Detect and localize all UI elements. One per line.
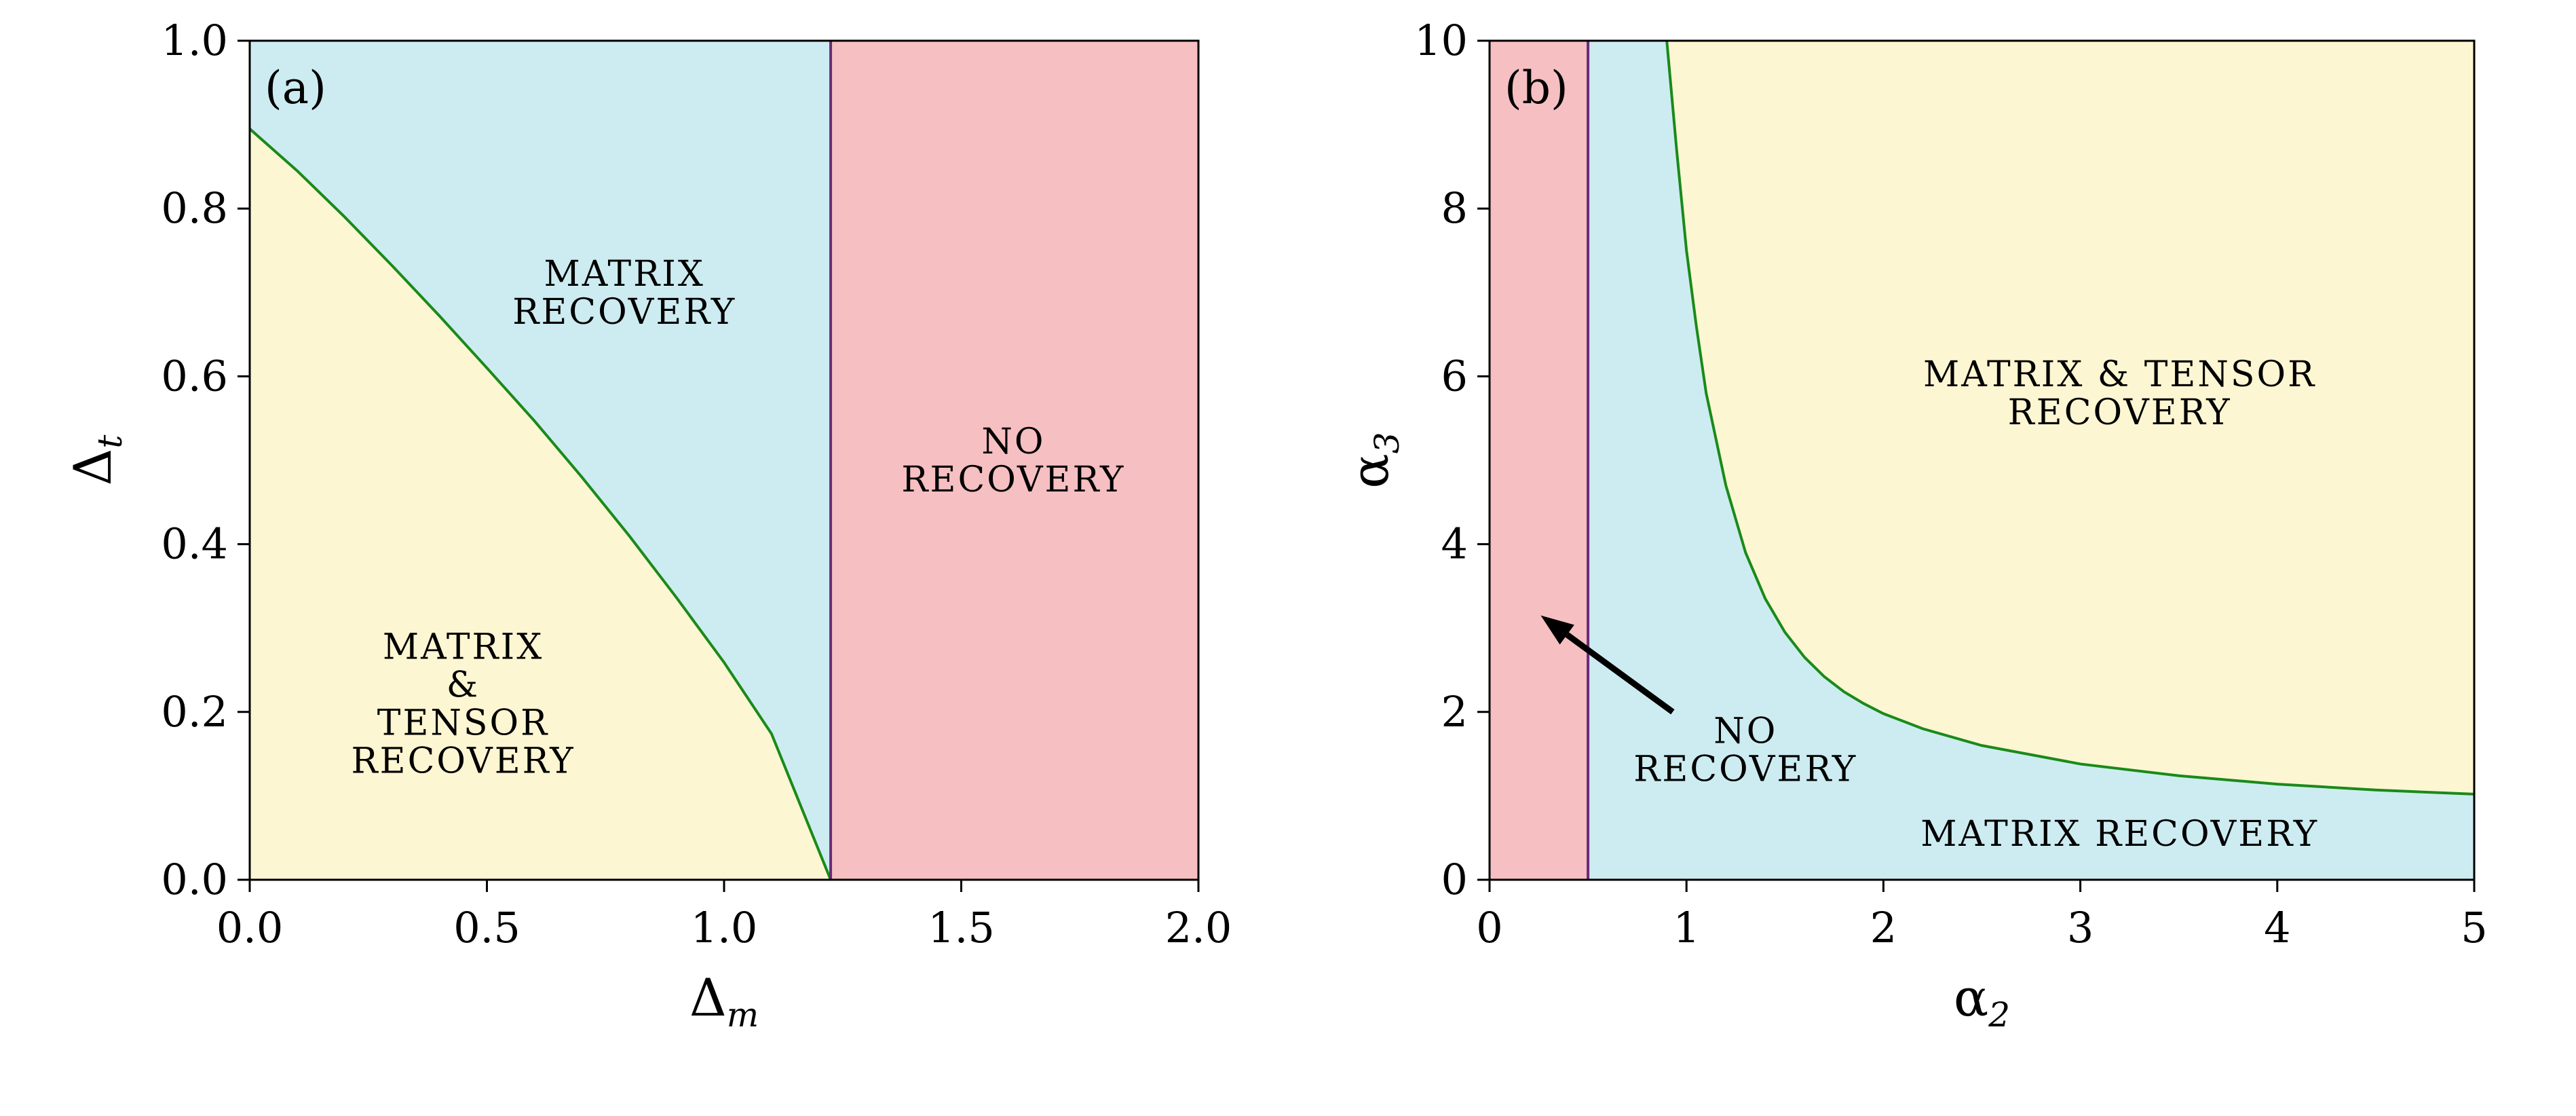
y-tick-label: 10	[1414, 16, 1468, 65]
region-label-pink: NO	[981, 422, 1045, 462]
region-label-pink: RECOVERY	[1633, 749, 1857, 789]
x-tick-label: 5	[2461, 903, 2487, 952]
x-tick-label: 1.0	[691, 903, 758, 952]
region-label-yellow: MATRIX & TENSOR	[1923, 354, 2316, 395]
panel-a: 0.0 0.5 1.0 1.5 2.0 0.0 0.2 0.4 0.6 0.8 1.0 Δm Δt (a)…	[62, 16, 1232, 1035]
axes-frame	[1488, 39, 2476, 881]
y-tick-label: 0.4	[161, 519, 228, 569]
region-label-blue: MATRIX RECOVERY	[1920, 814, 2319, 855]
region-label-yellow: TENSOR	[377, 703, 550, 743]
boundary-curve	[250, 128, 832, 880]
plot-area	[1490, 41, 2474, 880]
x-tick-label: 0.5	[453, 903, 520, 952]
region-label-yellow: RECOVERY	[2008, 392, 2232, 433]
region-pink	[1490, 41, 1589, 880]
y-tick-label: 8	[1441, 183, 1468, 233]
panel-label: (b)	[1504, 62, 1568, 114]
x-tick-label: 3	[2067, 903, 2094, 952]
region-label-pink: RECOVERY	[901, 460, 1125, 500]
region-yellow	[250, 128, 831, 880]
y-tick-label: 2	[1441, 687, 1468, 737]
x-tick-label: 0	[1476, 903, 1502, 952]
y-tick-label: 6	[1441, 351, 1468, 401]
x-tick-label: 2	[1870, 903, 1897, 952]
x-axis-label: Δm	[689, 967, 759, 1035]
x-tick-label: 0.0	[216, 903, 284, 952]
y-tick-label: 0.2	[161, 687, 228, 737]
y-axis-label: Δt	[62, 434, 130, 486]
x-tick-label: 1	[1673, 903, 1699, 952]
panel-label: (a)	[265, 62, 326, 114]
region-label-blue: RECOVERY	[512, 292, 736, 333]
boundary-curve	[1665, 41, 2474, 796]
x-tick-label: 2.0	[1165, 903, 1232, 952]
y-tick-label: 0.6	[161, 351, 228, 401]
x-axis-label: α2	[1954, 967, 2010, 1035]
region-label-pink: NO	[1713, 711, 1777, 751]
x-tick-label: 4	[2264, 903, 2290, 952]
region-label-yellow: RECOVERY	[352, 741, 575, 781]
y-axis-label: α3	[1340, 432, 1407, 488]
y-tick-label: 0.0	[161, 855, 228, 904]
region-label-blue: MATRIX	[544, 254, 705, 295]
y-tick-label: 4	[1441, 519, 1468, 569]
region-yellow	[1667, 41, 2474, 794]
region-label-yellow: &	[447, 665, 480, 705]
plot-area	[250, 41, 1198, 880]
x-tick-label: 1.5	[928, 903, 995, 952]
arrow-shaft	[1565, 632, 1675, 715]
y-tick-label: 0	[1441, 855, 1468, 904]
y-tick-label: 0.8	[161, 183, 228, 233]
arrow-head	[1540, 615, 1574, 645]
region-pink	[831, 41, 1198, 880]
y-tick-label: 1.0	[161, 16, 228, 65]
region-label-yellow: MATRIX	[383, 627, 544, 667]
